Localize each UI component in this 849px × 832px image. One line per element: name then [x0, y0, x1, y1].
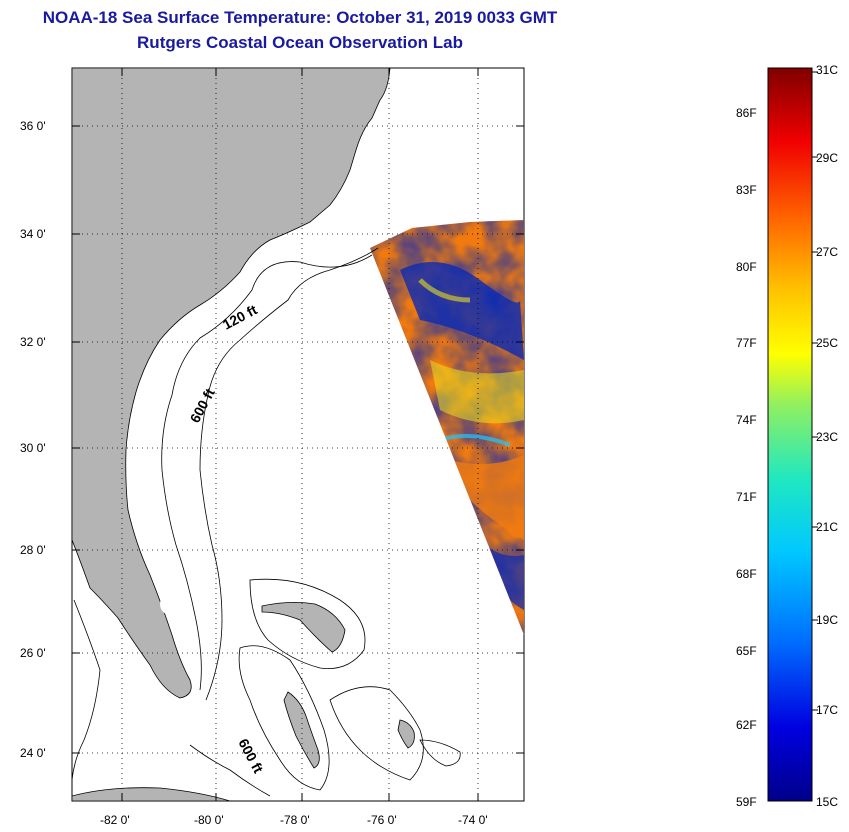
f-label: 68F [736, 567, 757, 581]
bathymetry-contours [72, 247, 461, 797]
f-label: 77F [736, 336, 757, 350]
land-bahamas-2 [283, 691, 320, 769]
f-label: 83F [736, 183, 757, 197]
graticule [72, 68, 524, 801]
c-label: 27C [816, 245, 838, 259]
f-label: 80F [736, 260, 757, 274]
f-label: 65F [736, 644, 757, 658]
lat-label: 32 0' [20, 335, 46, 349]
f-label: 62F [736, 718, 757, 732]
lon-label: -74 0' [458, 813, 488, 827]
f-label: 86F [736, 106, 757, 120]
lon-label: -82 0' [100, 813, 130, 827]
f-label: 59F [736, 795, 757, 809]
lon-label: -80 0' [194, 813, 224, 827]
c-label: 25C [816, 336, 838, 350]
longitude-labels: -82 0' -80 0' -78 0' -76 0' -74 0' [100, 813, 488, 827]
colorbar-ticks [812, 71, 818, 711]
lon-label: -78 0' [280, 813, 310, 827]
lake-okeechobee [160, 593, 180, 615]
c-label: 31C [816, 63, 838, 77]
land-bahamas-3 [397, 719, 415, 749]
axis-ticks [72, 68, 524, 801]
land-mainland [72, 68, 391, 699]
lat-label: 28 0' [20, 543, 46, 557]
fahrenheit-labels: 86F 83F 80F 77F 74F 71F 68F 65F 62F 59F [736, 106, 757, 809]
temperature-colorbar [767, 67, 813, 802]
lat-label: 24 0' [20, 746, 46, 760]
f-label: 71F [736, 490, 757, 504]
lat-label: 30 0' [20, 441, 46, 455]
c-label: 21C [816, 520, 838, 534]
lat-label: 36 0' [20, 119, 46, 133]
f-label: 74F [736, 413, 757, 427]
map-subtitle: Rutgers Coastal Ocean Observation Lab [137, 33, 463, 52]
land-cuba [72, 787, 231, 801]
c-label: 17C [816, 703, 838, 717]
lat-label: 26 0' [20, 646, 46, 660]
lat-label: 34 0' [20, 227, 46, 241]
map-title: NOAA-18 Sea Surface Temperature: October… [42, 8, 558, 27]
latitude-labels: 36 0' 34 0' 32 0' 30 0' 28 0' 26 0' 24 0… [20, 119, 46, 760]
c-label: 29C [816, 151, 838, 165]
c-label: 23C [816, 430, 838, 444]
celsius-labels: 31C 29C 27C 25C 23C 21C 19C 17C 15C [816, 63, 838, 809]
c-label: 15C [816, 795, 838, 809]
land-bahamas-1 [261, 602, 346, 653]
c-label: 19C [816, 613, 838, 627]
lon-label: -76 0' [367, 813, 397, 827]
